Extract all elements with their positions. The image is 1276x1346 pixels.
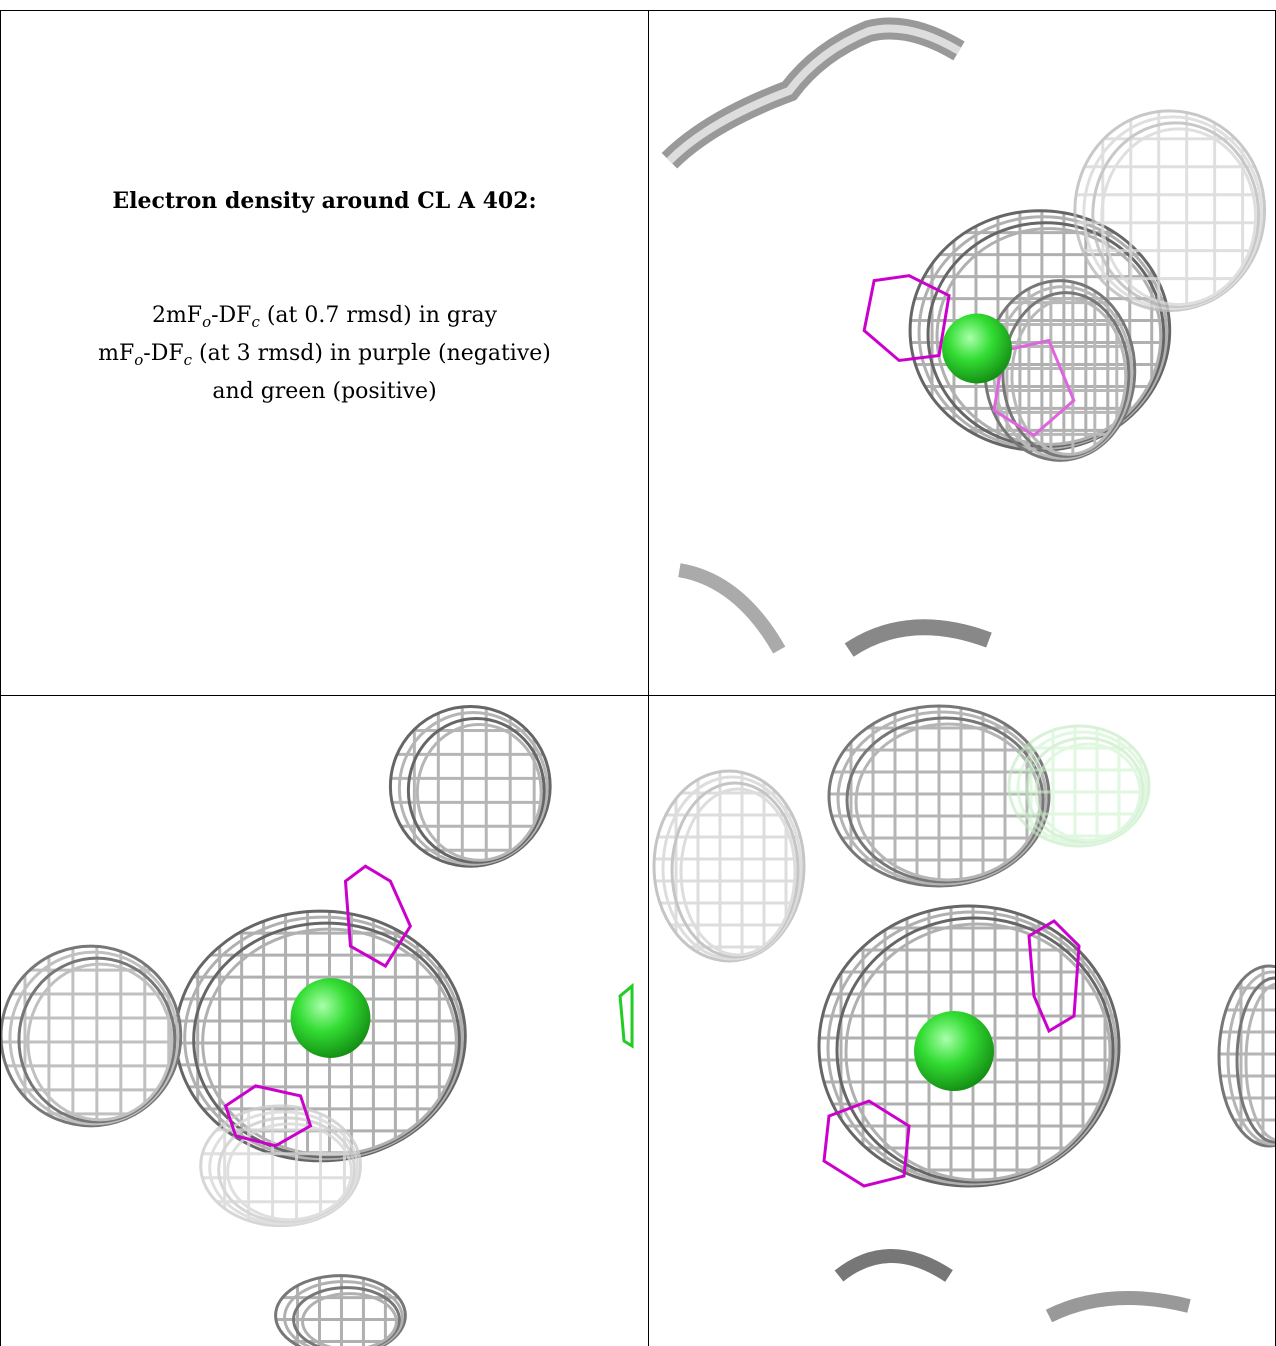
chloride-atom-sphere	[942, 313, 1012, 384]
map2-suffix: (at 3 rmsd) in purple (negative)	[192, 341, 551, 366]
map2-sub-o: o	[134, 351, 144, 369]
map1-sub-o: o	[202, 313, 212, 331]
negative-density-cage-2	[992, 338, 1076, 438]
density-view-3	[649, 696, 1276, 1346]
map1-mid: -DF	[211, 303, 252, 328]
caption-map2: mFo-DFc (at 3 rmsd) in purple (negative)	[98, 338, 551, 376]
map2-mid: -DF	[143, 341, 184, 366]
density-mesh-view-3	[652, 704, 1275, 1323]
positive-density-cage	[618, 982, 634, 1049]
gray-density-mesh-bottom	[274, 1274, 407, 1346]
gray-density-mesh-left	[652, 769, 806, 963]
map1-sub-c: c	[251, 313, 260, 331]
figure-grid: Electron density around CL A 402: 2mFo-D…	[0, 10, 1276, 1346]
gray-density-strand-top	[661, 17, 965, 169]
density-mesh-view-2	[1, 704, 634, 1346]
negative-density-cage-1	[862, 274, 951, 363]
positive-density-mesh-faint	[1007, 724, 1151, 848]
caption-panel: Electron density around CL A 402: 2mFo-D…	[0, 10, 649, 696]
gray-density-strand-top-inner	[666, 24, 962, 164]
gray-density-mesh-lobe	[983, 279, 1137, 462]
gray-density-mesh-faint	[1073, 109, 1267, 313]
gray-density-mesh-left	[1, 944, 183, 1128]
gray-density-mesh-faint	[199, 1104, 362, 1228]
caption-title: Electron density around CL A 402:	[112, 188, 537, 214]
caption-map1: 2mFo-DFc (at 0.7 rmsd) in gray	[152, 300, 497, 338]
gray-density-strand-bottom-left	[678, 563, 786, 654]
density-mesh-view-1	[661, 17, 1267, 657]
caption-map2-line2: and green (positive)	[212, 379, 437, 404]
gray-density-mesh-top	[827, 704, 1051, 888]
gray-density-strand-bottom	[834, 1249, 953, 1282]
gray-density-strand-bottom	[844, 619, 992, 657]
negative-density-cage-1	[343, 864, 413, 969]
gray-density-mesh-top-right	[388, 704, 552, 868]
density-view-1	[649, 10, 1276, 696]
density-view-2	[0, 696, 649, 1346]
map2-prefix: mF	[98, 341, 135, 366]
chloride-atom-sphere	[914, 1011, 994, 1091]
chloride-atom-sphere	[290, 978, 371, 1058]
map2-sub-c: c	[183, 351, 193, 369]
gray-density-mesh-right	[1217, 964, 1275, 1148]
negative-density-cage-2	[822, 1099, 911, 1188]
gray-density-strand-bottom-right	[1045, 1291, 1191, 1323]
map1-prefix: 2mF	[151, 303, 203, 328]
negative-density-cage-1	[1027, 919, 1081, 1034]
gray-density-mesh-main	[817, 904, 1121, 1188]
map1-suffix: (at 0.7 rmsd) in gray	[259, 303, 498, 328]
negative-density-cage-2	[223, 1084, 313, 1148]
caption: Electron density around CL A 402: 2mFo-D…	[1, 11, 648, 695]
